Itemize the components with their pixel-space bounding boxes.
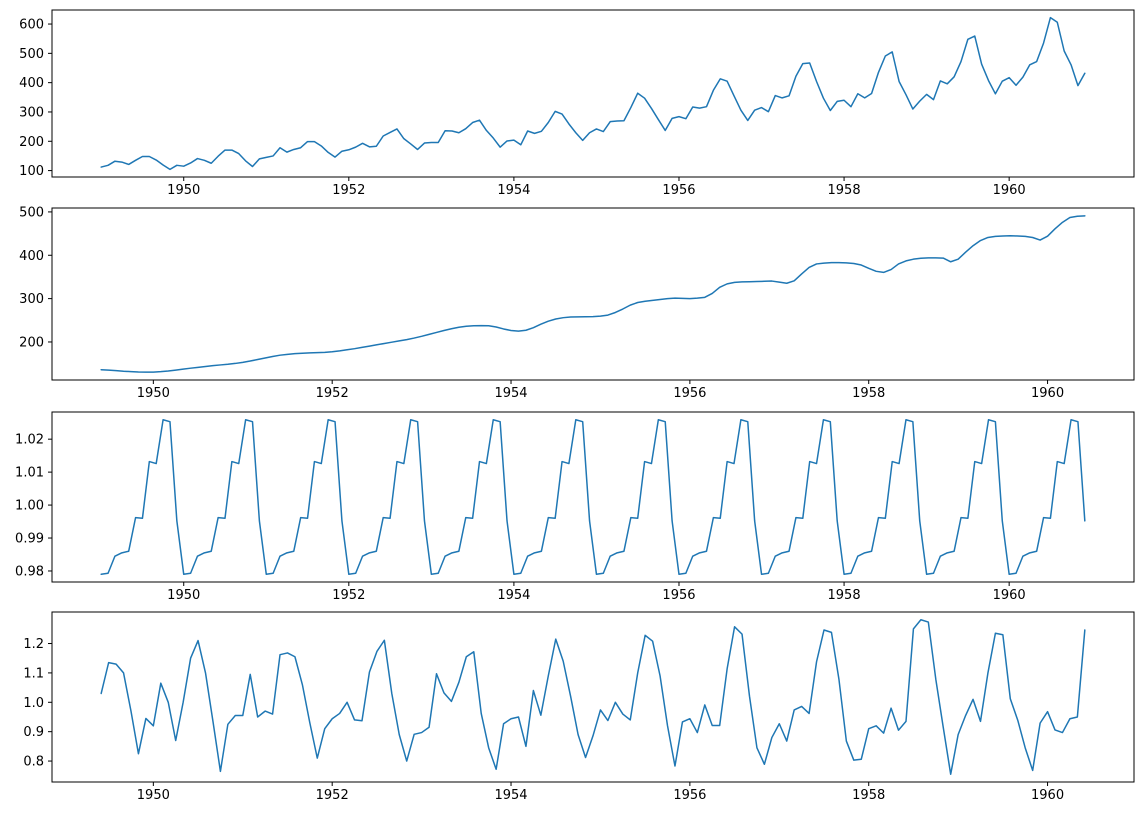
x-tick-label: 1958 <box>852 386 885 401</box>
axes-frame <box>51 611 1135 783</box>
y-tick-label: 1.01 <box>15 466 44 481</box>
seasonal-line <box>100 418 1086 576</box>
x-tick-label: 1960 <box>993 588 1026 603</box>
observed-line <box>100 16 1086 171</box>
axes-frame <box>51 207 1135 381</box>
x-tick-label: 1952 <box>316 386 349 401</box>
y-tick-label: 0.9 <box>23 725 44 740</box>
residual-line <box>100 618 1086 776</box>
seasonal-panel: 1950 1952 1954 1956 1958 1960 0.98 0.99 1.00 1.01… <box>15 411 1135 603</box>
y-tick-label: 400 <box>19 249 44 264</box>
y-tick-label: 500 <box>19 205 44 220</box>
y-tick-label: 400 <box>19 76 44 91</box>
trend-line <box>100 215 1086 373</box>
x-tick-label: 1960 <box>1031 788 1064 803</box>
y-tick-label: 1.0 <box>23 696 44 711</box>
x-tick-label: 1952 <box>316 788 349 803</box>
x-tick-label: 1952 <box>332 183 365 198</box>
x-tick-label: 1960 <box>1031 386 1064 401</box>
y-tick-label: 0.8 <box>23 755 44 770</box>
y-tick-label: 0.99 <box>15 532 44 547</box>
y-tick-label: 600 <box>19 18 44 33</box>
x-tick-label: 1958 <box>828 183 861 198</box>
y-tick-label: 200 <box>19 335 44 350</box>
x-tick-label: 1954 <box>497 183 530 198</box>
x-tick-label: 1954 <box>494 788 527 803</box>
y-tick-label: 0.98 <box>15 564 44 579</box>
x-tick-label: 1950 <box>137 386 170 401</box>
trend-panel: 1950 1952 1954 1956 1958 1960 200 300 400 500 <box>19 205 1135 401</box>
y-tick-label: 1.00 <box>15 499 44 514</box>
x-tick-label: 1958 <box>828 588 861 603</box>
observed-panel: 1950 1952 1954 1956 1958 1960 100 200 300 400 500 6… <box>19 9 1135 198</box>
y-tick-label: 300 <box>19 105 44 120</box>
x-tick-label: 1952 <box>332 588 365 603</box>
y-tick-label: 1.02 <box>15 433 44 448</box>
y-tick-label: 1.1 <box>23 666 44 681</box>
axes-frame <box>51 411 1135 583</box>
y-tick-label: 100 <box>19 164 44 179</box>
x-tick-label: 1956 <box>673 386 706 401</box>
x-tick-label: 1954 <box>494 386 527 401</box>
y-tick-label: 1.2 <box>23 637 44 652</box>
x-tick-label: 1958 <box>852 788 885 803</box>
y-tick-label: 500 <box>19 47 44 62</box>
x-tick-label: 1956 <box>662 183 695 198</box>
residual-panel: 1950 1952 1954 1956 1958 1960 0.8 0.9 1.0 1.1 1.2 <box>23 611 1135 803</box>
y-tick-label: 300 <box>19 292 44 307</box>
y-tick-label: 200 <box>19 135 44 150</box>
x-tick-label: 1954 <box>497 588 530 603</box>
x-tick-label: 1950 <box>137 788 170 803</box>
x-tick-label: 1950 <box>167 183 200 198</box>
x-tick-label: 1950 <box>167 588 200 603</box>
x-tick-label: 1956 <box>662 588 695 603</box>
x-tick-label: 1960 <box>993 183 1026 198</box>
axes-frame <box>51 9 1135 178</box>
x-tick-label: 1956 <box>673 788 706 803</box>
